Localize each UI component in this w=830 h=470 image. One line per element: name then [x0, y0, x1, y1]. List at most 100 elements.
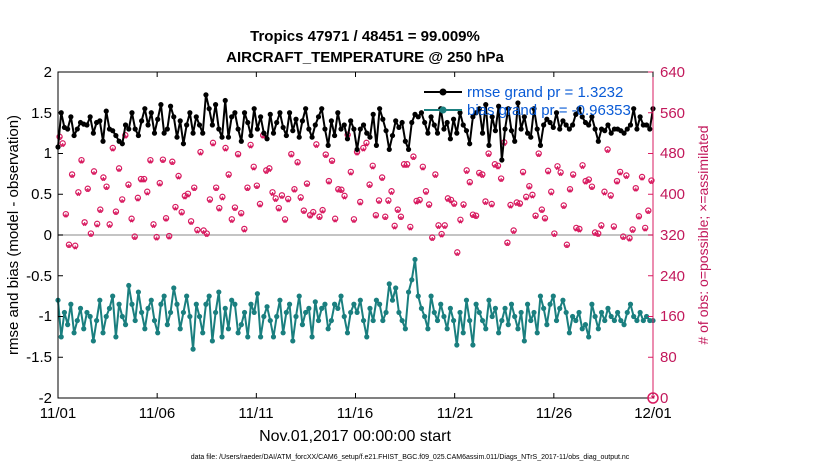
obs-possible-marker [128, 215, 135, 222]
obs-possible-marker [601, 188, 608, 195]
rmse-point [209, 122, 215, 128]
obs-assimilated-marker: * [508, 203, 513, 215]
rmse-point [524, 130, 531, 136]
rmse-point [312, 122, 318, 128]
obs-assimilated-marker: * [474, 214, 479, 226]
bias-point [399, 317, 405, 324]
bias-point [364, 334, 370, 340]
rmse-point [357, 126, 363, 132]
rmse-point [325, 142, 331, 148]
rmse-point [235, 126, 241, 132]
bias-point [232, 301, 238, 307]
obs-possible-marker [222, 144, 229, 152]
obs-possible-marker [225, 171, 232, 178]
obs-assimilated-marker: * [621, 235, 626, 247]
obs-assimilated-marker: * [574, 226, 579, 238]
obs-assimilated-marker: * [86, 187, 91, 199]
obs-assimilated-marker: * [543, 216, 548, 228]
bias-point [479, 317, 486, 324]
rmse-point [344, 136, 351, 142]
rmse-point [463, 128, 470, 134]
bias-point [582, 322, 589, 328]
rmse-point [331, 132, 338, 139]
obs-possible-marker [579, 162, 586, 169]
bias-point [483, 326, 489, 332]
rmse-point [155, 116, 161, 122]
obs-possible-marker [335, 186, 342, 193]
rmse-point [627, 122, 634, 128]
obs-assimilated-marker: * [327, 179, 332, 191]
x-tick-label: 11/26 [536, 405, 572, 422]
rmse-point [454, 130, 460, 136]
obs-possible-marker [62, 210, 70, 218]
rmse-point [450, 116, 457, 122]
obs-possible-marker [297, 194, 304, 201]
rmse-point [264, 136, 270, 142]
obs-possible-marker [548, 188, 555, 195]
bias-point [431, 309, 437, 316]
rmse-point [537, 142, 544, 148]
obs-possible-marker [369, 162, 376, 169]
rmse-point [328, 118, 334, 124]
bias-point [344, 330, 351, 336]
obs-assimilated-marker: * [521, 170, 526, 182]
rmse-point [164, 126, 170, 132]
rmse-point [402, 138, 408, 144]
obs-assimilated-marker: * [427, 202, 432, 214]
obs-possible-marker [623, 172, 630, 179]
rmse-point [383, 128, 389, 134]
obs-assimilated-marker: * [111, 146, 116, 158]
obs-possible-marker [400, 161, 408, 168]
bias-point [438, 301, 444, 307]
obs-possible-marker [513, 199, 520, 206]
rmse-point [283, 132, 289, 139]
y-right-tick-label: 80 [660, 349, 677, 366]
rmse-point [560, 118, 566, 124]
obs-assimilated-marker: * [295, 160, 300, 172]
y-right-tick-label: 480 [660, 145, 685, 162]
obs-assimilated-marker: * [580, 163, 585, 175]
obs-possible-marker [147, 156, 154, 164]
rmse-point [245, 119, 251, 126]
obs-assimilated-marker: * [443, 223, 448, 235]
obs-assimilated-marker: * [270, 190, 275, 202]
bias-point [277, 297, 283, 303]
rmse-point [441, 126, 447, 132]
obs-assimilated-marker: * [430, 236, 435, 248]
obs-zero-marker: * [647, 392, 659, 405]
obs-possible-marker [544, 167, 552, 175]
obs-assimilated-marker: * [587, 178, 592, 190]
rmse-point [71, 132, 77, 139]
bias-point [637, 309, 643, 316]
obs-assimilated-marker: * [170, 160, 175, 172]
y-tick-label: 1 [44, 145, 52, 162]
obs-assimilated-marker: * [330, 159, 335, 171]
obs-assimilated-marker: * [120, 197, 125, 209]
obs-possible-marker [475, 169, 483, 177]
obs-assimilated-marker: * [599, 223, 604, 235]
obs-possible-marker [153, 233, 160, 241]
y-right-tick-label: 0 [660, 390, 668, 407]
obs-possible-marker [144, 188, 151, 195]
obs-possible-marker [494, 162, 502, 169]
bias-point [537, 293, 544, 299]
obs-assimilated-marker: * [377, 198, 382, 210]
obs-assimilated-marker: * [217, 206, 222, 218]
bias-point [222, 305, 228, 311]
obs-possible-marker [569, 171, 577, 178]
obs-assimilated-marker: * [89, 232, 94, 244]
obs-assimilated-marker: * [386, 198, 391, 210]
rmse-point [563, 122, 569, 128]
obs-assimilated-marker: * [452, 201, 457, 213]
obs-assimilated-marker: * [446, 196, 451, 208]
bias-point [142, 326, 148, 332]
obs-assimilated-marker: * [148, 158, 153, 170]
rmse-point [270, 130, 277, 136]
bias-point [560, 297, 566, 303]
rmse-point [621, 130, 627, 136]
chart-subtitle: AIRCRAFT_TEMPERATURE @ 250 hPa [226, 49, 504, 66]
bias-point [196, 313, 203, 320]
rmse-point [579, 114, 585, 120]
obs-assimilated-marker: * [565, 243, 570, 255]
obs-possible-marker [366, 181, 373, 188]
